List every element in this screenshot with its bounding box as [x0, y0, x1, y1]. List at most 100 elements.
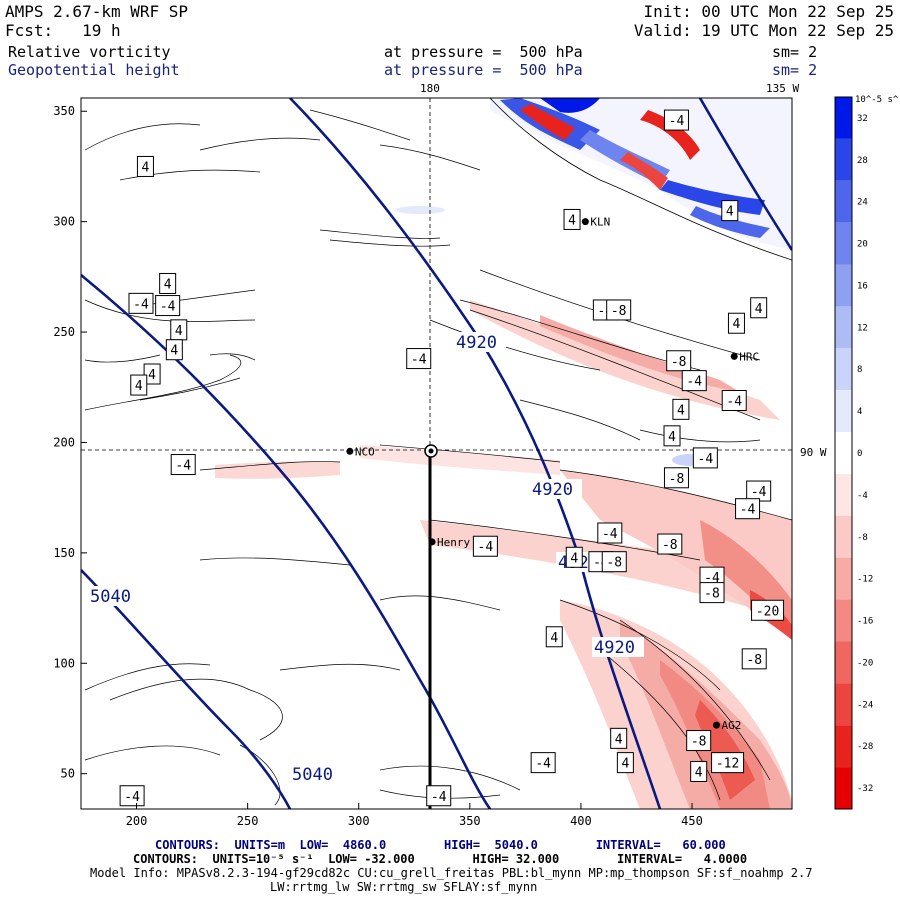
vorticity-label-box: [750, 297, 768, 319]
vorticity-label-box: [741, 648, 767, 670]
plot-frame: [80, 97, 793, 810]
vorticity-label-box: [657, 533, 683, 555]
y-tick-label: 200: [53, 435, 75, 449]
colorbar-tick-label: -12: [857, 575, 873, 585]
field1-smoothing: sm= 2: [772, 43, 818, 61]
station-label: KLN: [590, 216, 610, 229]
vorticity-label-box: [610, 727, 628, 749]
vorticity-label-box: [155, 295, 181, 317]
vorticity-band: [540, 98, 600, 113]
colorbar-unit: 10^-5 s^-1: [855, 95, 900, 105]
vorticity-label: 4: [170, 344, 178, 359]
vorticity-label: 4: [175, 324, 183, 339]
x-axis: 200 250 300 350 400 450: [126, 803, 703, 828]
vorticity-label-box: [663, 425, 681, 447]
colorbar-tick-label: -24: [857, 700, 873, 710]
vorticity-label: 4: [135, 379, 143, 394]
lon-label-90w: 90 W: [800, 446, 827, 459]
field1-level: at pressure = 500 hPa: [384, 43, 583, 61]
stations: NCO Henry HRC AG2 KLN: [346, 216, 759, 732]
height-label-4920: 4920: [532, 480, 573, 500]
colorbar-tick-label: 28: [857, 156, 868, 166]
vorticity-band: [360, 445, 560, 475]
colorbar-tick-label: -4: [857, 491, 868, 501]
vorticity-label: -4: [669, 114, 685, 129]
x-tick-label: 300: [348, 814, 370, 828]
vorticity-band: [695, 700, 755, 800]
vorticity-label-box: [565, 546, 583, 568]
vorticity-label: -8: [611, 304, 627, 319]
station-dot: [712, 721, 720, 729]
colorbar-tick-label: 32: [857, 114, 868, 124]
vorticity-band: [520, 104, 575, 140]
height-contour-4920-a: [289, 98, 662, 809]
x-tick-label: 200: [126, 814, 148, 828]
station-label: NCO: [355, 445, 375, 458]
colorbar-tick-label: -32: [857, 784, 873, 794]
vorticity-label-box: [406, 348, 432, 370]
x-tick-label: 350: [459, 814, 481, 828]
field1-name: Relative vorticity: [8, 43, 171, 61]
vorticity-label: -8: [669, 472, 685, 487]
colorbar-tick-label: -16: [857, 617, 873, 627]
height-label-5040: 5040: [292, 765, 333, 785]
vorticity-band: [560, 470, 792, 640]
colorbar-segment: [835, 641, 852, 684]
vorticity-label: -4: [431, 790, 447, 805]
vorticity-label: -8: [606, 556, 622, 571]
colorbar-tick-label: -28: [857, 742, 873, 752]
height-label-4920: 4920: [456, 333, 497, 353]
model-title: AMPS 2.67-km WRF SP: [5, 2, 189, 21]
vorticity-label: 4: [570, 551, 578, 566]
station-label: HRC: [739, 350, 759, 363]
x-tick-label: 250: [237, 814, 259, 828]
field2-name: Geopotential height: [8, 61, 180, 79]
vorticity-label-box: [699, 582, 725, 604]
colorbar-tick-label: 4: [857, 407, 862, 417]
colorbar-segment: [835, 725, 852, 768]
vorticity-label: 4: [695, 765, 703, 780]
vorticity-label-box: [597, 522, 623, 544]
vorticity-label: -8: [704, 587, 720, 602]
shaded-field: 5040 5040 4920 4920 4920 4920 4-44-44444…: [81, 98, 792, 809]
vorticity-label: -8: [691, 735, 707, 750]
vorticity-label-box: [721, 200, 739, 222]
y-tick-label: 300: [53, 215, 75, 229]
vorticity-label-box: [165, 339, 183, 361]
colorbar-tick-label: 0: [857, 449, 862, 459]
vorticity-label: -4: [411, 353, 427, 368]
height-contour-5040-b: [81, 569, 292, 809]
vorticity-label: -4: [478, 540, 494, 555]
y-tick-label: 100: [53, 656, 75, 670]
vorticity-contour-lines: [84, 109, 792, 806]
vorticity-label-box: [530, 752, 556, 774]
vorticity-label-box: [727, 312, 745, 334]
vorticity-band: [640, 110, 700, 160]
height-label-4920: 4920: [594, 638, 635, 658]
height-contours: [81, 98, 792, 809]
station-dot: [428, 538, 436, 546]
colorbar-segment: [835, 767, 852, 809]
vorticity-label: -20: [756, 604, 779, 619]
vorticity-label-box: [119, 785, 145, 807]
vorticity-label: 4: [615, 732, 623, 747]
vorticity-label: -8: [746, 653, 762, 668]
colorbar-tick-label: 16: [857, 281, 868, 291]
colorbar-segment: [835, 432, 852, 474]
vorticity-label: -12: [716, 757, 739, 772]
colorbar-segment: [835, 348, 852, 391]
colorbar-segment: [835, 599, 852, 642]
vorticity-label: 4: [164, 277, 172, 292]
vorticity-band: [215, 461, 340, 479]
lon-label-135w: 135 W: [766, 82, 799, 95]
vorticity-patch: [395, 206, 445, 214]
init-time: Init: 00 UTC Mon 22 Sep 25: [643, 2, 894, 21]
field2-level: at pressure = 500 hPa: [384, 61, 583, 79]
vorticity-label: -4: [740, 503, 756, 518]
footer-vorticity-contours: CONTOURS: UNITS=10⁻⁵ s⁻¹ LOW= -32.000 HI…: [133, 852, 748, 866]
vorticity-label-box: [681, 370, 707, 392]
colorbar-segment: [835, 683, 852, 726]
vorticity-label-box: [663, 109, 689, 131]
colorbar-segment: [835, 222, 852, 265]
